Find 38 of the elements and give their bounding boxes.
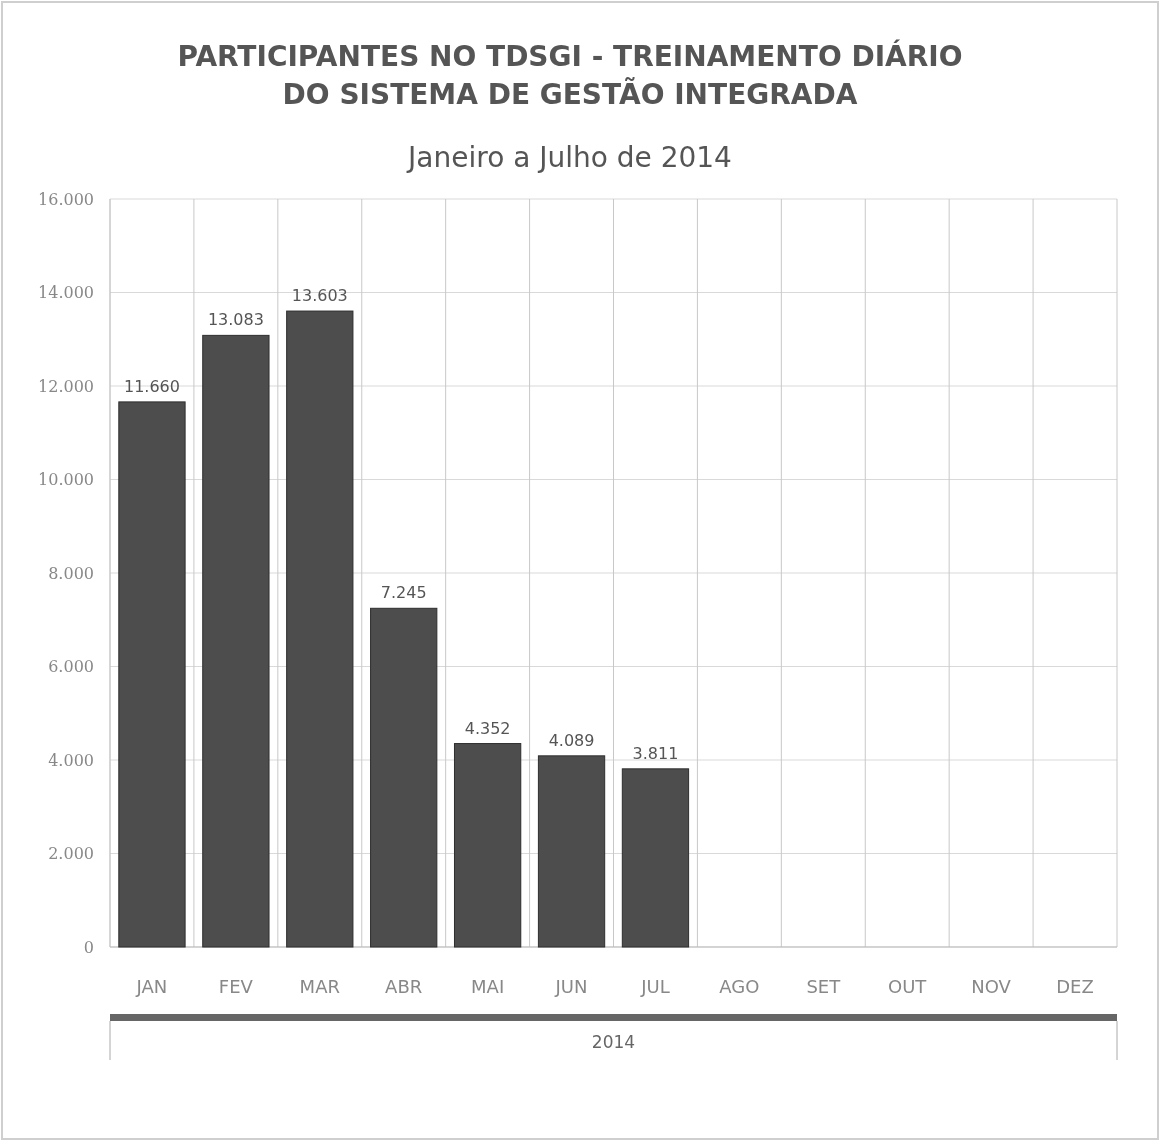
y-tick-label: 10.000 — [38, 470, 94, 490]
data-label: 3.811 — [632, 743, 679, 763]
y-tick-label: 6.000 — [48, 657, 94, 677]
y-tick-label: 16.000 — [38, 189, 94, 209]
chart-title: PARTICIPANTES NO TDSGI - TREINAMENTO DIÁRIO DO SISTEMA DE GESTÃO INTEGRADA — [177, 39, 963, 111]
x-tick-label: SET — [806, 976, 842, 997]
bar — [370, 607, 438, 948]
x-tick-label: DEZ — [1056, 976, 1094, 997]
x-tick-label: JUL — [640, 976, 670, 997]
data-label: 7.245 — [380, 583, 427, 603]
chart-subtitle: Janeiro a Julho de 2014 — [406, 141, 732, 174]
bar — [453, 743, 522, 948]
x-tick-label: FEV — [218, 976, 254, 997]
x-axis-title: 2014 — [591, 1032, 636, 1052]
y-tick-label: 2.000 — [48, 844, 94, 864]
bar — [286, 310, 354, 948]
bar — [202, 334, 270, 948]
y-tick-label: 0 — [83, 937, 94, 957]
y-tick-label: 4.000 — [48, 750, 94, 770]
x-tick-label: JAN — [135, 976, 168, 997]
y-tick-label: 8.000 — [48, 563, 94, 583]
data-label: 11.660 — [123, 376, 180, 396]
x-tick-label: ABR — [385, 976, 423, 997]
data-label: 13.083 — [207, 310, 264, 330]
bar — [118, 401, 186, 948]
y-tick-label: 12.000 — [38, 376, 94, 396]
data-label: 13.603 — [291, 286, 348, 306]
x-tick-label: MAI — [471, 976, 505, 997]
x-tick-label: NOV — [971, 976, 1012, 997]
x-tick-label: OUT — [888, 976, 928, 997]
y-tick-label: 14.000 — [38, 283, 94, 303]
x-tick-label: JUN — [554, 976, 588, 997]
data-label: 4.352 — [464, 718, 511, 738]
x-tick-label: AGO — [719, 976, 760, 997]
data-label: 4.089 — [548, 730, 595, 750]
bar — [621, 768, 690, 948]
x-tick-label: MAR — [299, 976, 340, 997]
bar — [537, 755, 606, 948]
